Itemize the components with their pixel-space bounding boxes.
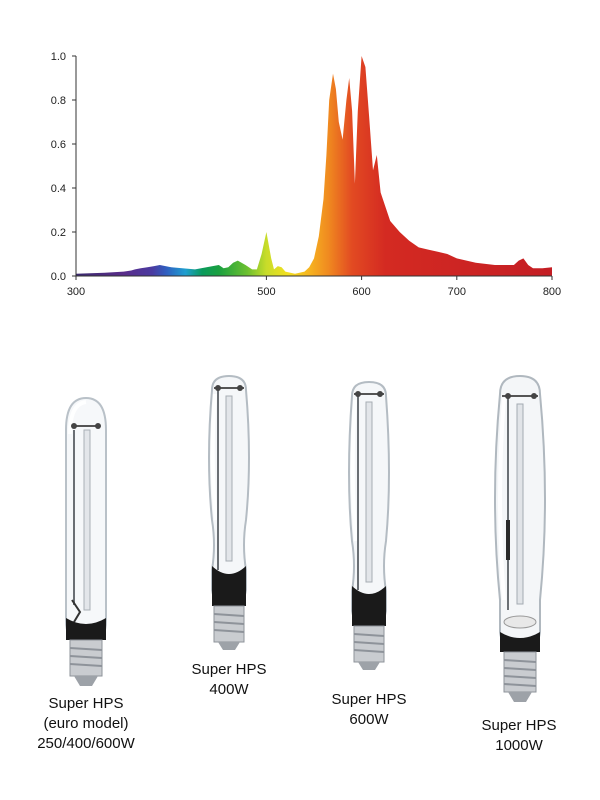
caption-line: (euro model) — [43, 715, 129, 732]
y-tick-label: 0.8 — [51, 95, 66, 107]
caption-line: 1000W — [495, 737, 543, 754]
caption-line: 600W — [349, 711, 389, 728]
caption-line: Super HPS — [481, 717, 557, 734]
y-tick-label: 0.6 — [51, 139, 66, 151]
caption-line: 250/400/600W — [37, 735, 135, 752]
spectrum-area — [76, 56, 552, 276]
caption-line: Super HPS — [48, 695, 124, 712]
bulb-caption-1000w: Super HPS 1000W — [456, 716, 582, 756]
spectrum-chart: 300 500 600 700 800 0.0 0.2 0.4 0.6 0.8 1.0 — [51, 51, 561, 298]
y-tick-label: 0.4 — [51, 183, 66, 195]
hps-bulb-400w-icon — [208, 374, 250, 650]
y-tick-label: 0.0 — [51, 271, 66, 283]
caption-line: Super HPS — [331, 691, 407, 708]
hps-bulb-600w-icon — [348, 380, 390, 670]
x-tick-label: 800 — [543, 286, 561, 298]
caption-line: 400W — [209, 681, 249, 698]
x-tick-label: 500 — [257, 286, 275, 298]
bulb-caption-600w: Super HPS 600W — [306, 690, 432, 730]
bulb-caption-euro: Super HPS (euro model) 250/400/600W — [20, 694, 152, 754]
caption-line: Super HPS — [191, 661, 267, 678]
x-tick-label: 700 — [448, 286, 466, 298]
hps-bulb-1000w-icon — [494, 374, 546, 702]
x-tick-label: 600 — [352, 286, 370, 298]
y-tick-label: 1.0 — [51, 51, 66, 63]
x-tick-label: 300 — [67, 286, 85, 298]
y-tick-label: 0.2 — [51, 227, 66, 239]
hps-bulb-euro-icon — [65, 396, 107, 686]
bulb-caption-400w: Super HPS 400W — [166, 660, 292, 700]
